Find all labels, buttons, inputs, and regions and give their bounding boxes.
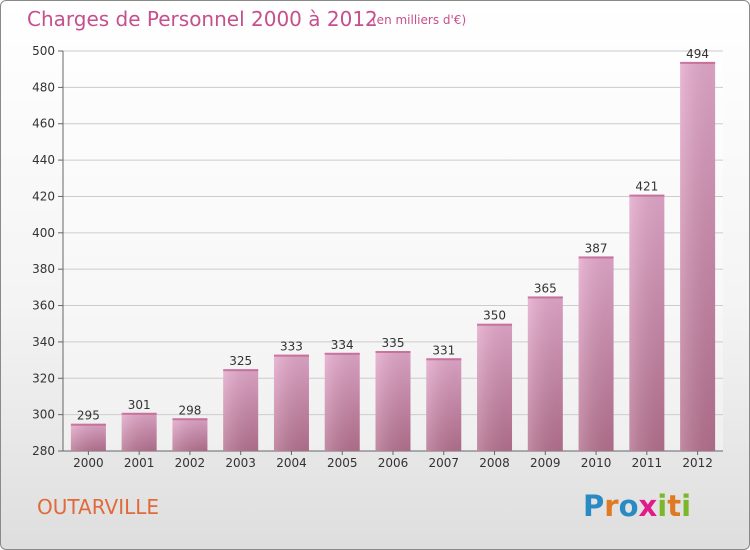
x-tick-label: 2010 (581, 456, 612, 470)
x-tick-label: 2004 (276, 456, 307, 470)
y-tick-label: 400 (32, 226, 55, 240)
y-tick-label: 300 (32, 408, 55, 422)
x-tick-label: 2003 (225, 456, 256, 470)
x-tick-label: 2001 (124, 456, 155, 470)
logo-letter: i (681, 489, 692, 523)
bar-shade (172, 418, 208, 451)
bar-shade (223, 369, 259, 451)
data-label: 295 (77, 409, 100, 423)
data-label: 301 (128, 398, 151, 412)
bar-shade (578, 256, 614, 451)
bar-shade (121, 412, 157, 451)
data-label: 421 (635, 180, 658, 194)
data-label: 350 (483, 309, 506, 323)
y-tick-label: 280 (32, 444, 55, 458)
bar-shade (375, 351, 411, 451)
y-tick-label: 340 (32, 335, 55, 349)
logo-letter: P (583, 489, 605, 523)
bar-top-edge (629, 194, 665, 197)
bar-top-edge (375, 351, 411, 353)
data-label: 387 (585, 241, 608, 255)
bar-shade (527, 296, 563, 451)
y-tick-label: 460 (32, 117, 55, 131)
logo-letter: x (638, 489, 658, 523)
y-tick-label: 360 (32, 299, 55, 313)
logo-letter: r (604, 489, 619, 523)
x-tick-label: 2006 (378, 456, 409, 470)
data-label: 335 (382, 336, 405, 350)
data-label: 334 (331, 338, 354, 352)
bar-shade (477, 323, 513, 451)
x-tick-label: 2012 (682, 456, 713, 470)
y-tick-label: 320 (32, 371, 55, 385)
bar-top-edge (578, 256, 614, 259)
data-label: 494 (686, 47, 709, 61)
bar-top-edge (273, 354, 309, 357)
chart-subtitle: (en milliers d'€) (372, 13, 467, 27)
data-label: 325 (229, 354, 252, 368)
bar-shade (680, 61, 716, 452)
logo-letter: o (618, 489, 639, 523)
y-tick-label: 440 (32, 153, 55, 167)
data-label: 333 (280, 340, 303, 354)
bar-top-edge (223, 369, 259, 372)
data-label: 331 (432, 343, 455, 357)
x-tick-label: 2008 (479, 456, 510, 470)
y-tick-label: 480 (32, 80, 55, 94)
logo-letter: i (657, 489, 668, 523)
commune-name: OUTARVILLE (37, 495, 160, 519)
bar-shade (70, 423, 106, 451)
bar-top-edge (527, 296, 563, 299)
y-tick-label: 500 (32, 44, 55, 58)
x-tick-label: 2005 (327, 456, 358, 470)
y-tick-label: 380 (32, 262, 55, 276)
bar-top-edge (324, 352, 360, 355)
bar-shade (629, 194, 665, 452)
bar-top-edge (426, 358, 462, 361)
x-tick-label: 2007 (428, 456, 459, 470)
bar-shade (324, 352, 360, 451)
bar-top-edge (121, 412, 157, 415)
data-label: 298 (178, 403, 201, 417)
data-label: 365 (534, 281, 557, 295)
bar-shade (273, 354, 309, 451)
logo-letter: t (667, 489, 682, 523)
y-tick-label: 420 (32, 189, 55, 203)
x-tick-label: 2009 (530, 456, 561, 470)
x-tick-label: 2011 (632, 456, 663, 470)
bar-shade (426, 358, 462, 451)
bar-top-edge (172, 418, 208, 421)
bar-top-edge (477, 323, 513, 326)
x-tick-label: 2002 (175, 456, 206, 470)
chart-title: Charges de Personnel 2000 à 2012 (27, 7, 378, 31)
bar-top-edge (680, 61, 716, 64)
x-tick-label: 2000 (73, 456, 104, 470)
bar-top-edge (70, 423, 106, 426)
